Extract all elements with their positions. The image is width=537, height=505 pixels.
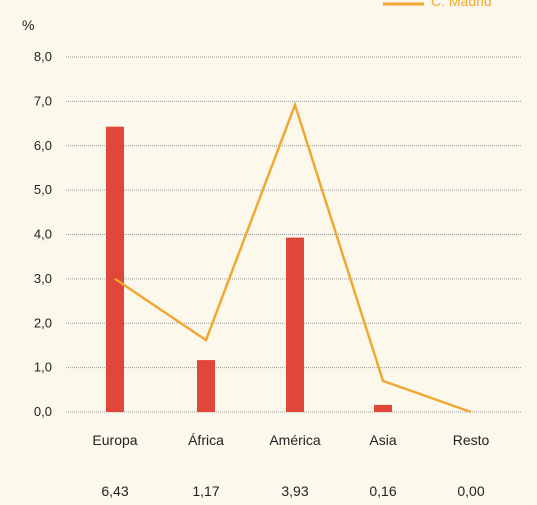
y-tick-label: 8,0	[34, 49, 52, 64]
y-tick-label: 7,0	[34, 93, 52, 108]
category-label: América	[269, 432, 321, 448]
line-series	[114, 101, 472, 414]
y-tick-label: 3,0	[34, 271, 52, 286]
value-label: 3,93	[281, 483, 308, 499]
bar	[374, 404, 392, 412]
value-label: 1,17	[192, 483, 219, 499]
y-tick-label: 0,0	[34, 404, 52, 419]
value-label: 0,16	[369, 483, 396, 499]
bar	[197, 360, 215, 412]
category-label: Asia	[369, 432, 396, 448]
line-series-path	[114, 101, 472, 414]
category-label: Resto	[453, 432, 490, 448]
value-label: 0,00	[457, 483, 484, 499]
value-labels: 6,43 1,17 3,93 0,16 0,00	[101, 483, 484, 499]
legend: C. Madrid	[383, 0, 492, 9]
category-label: África	[188, 432, 224, 448]
y-tick-label: 2,0	[34, 315, 52, 330]
y-tick-label: 4,0	[34, 227, 52, 242]
y-tick-label: 1,0	[34, 360, 52, 375]
category-label: Europa	[92, 432, 137, 448]
bar	[106, 126, 124, 412]
category-labels: Europa África América Asia Resto	[92, 432, 489, 448]
value-label: 6,43	[101, 483, 128, 499]
y-axis-unit-label: %	[22, 17, 34, 33]
y-tick-labels: 0,0 1,0 2,0 3,0 4,0 5,0 6,0 7,0 8,0	[34, 49, 52, 419]
bar-series	[106, 126, 392, 412]
y-tick-label: 6,0	[34, 138, 52, 153]
bar	[286, 237, 304, 412]
legend-label: C. Madrid	[431, 0, 492, 9]
y-tick-label: 5,0	[34, 182, 52, 197]
